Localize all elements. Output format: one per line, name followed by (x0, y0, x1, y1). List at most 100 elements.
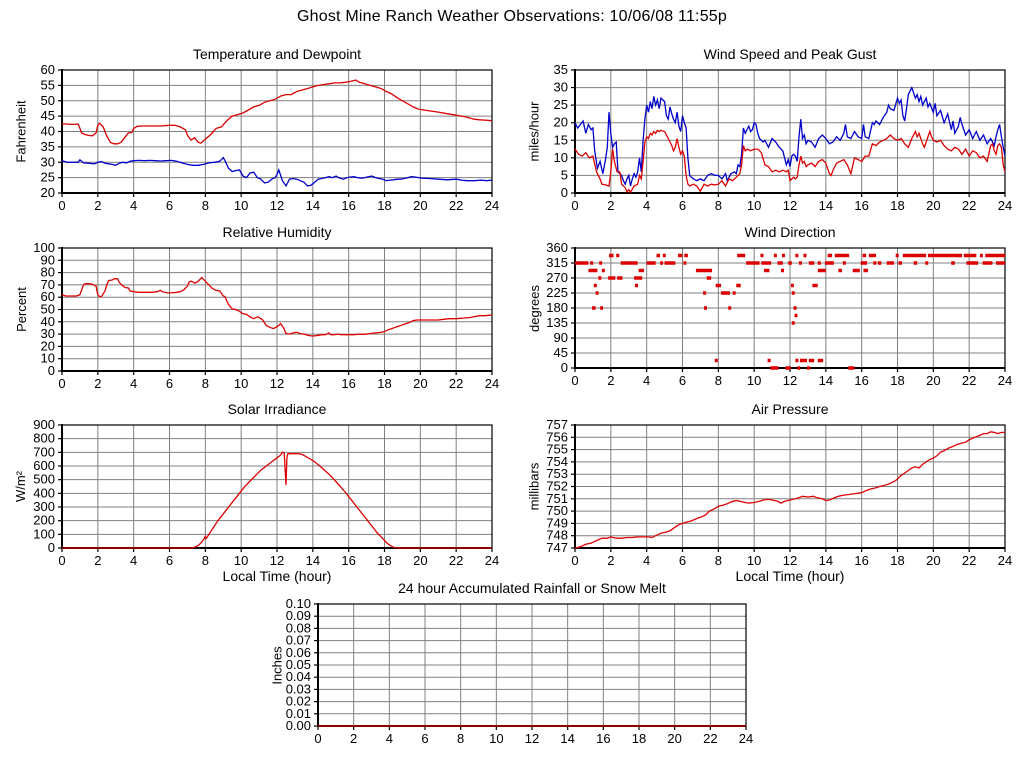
svg-text:18: 18 (377, 198, 391, 213)
svg-text:750: 750 (546, 503, 568, 518)
svg-text:18: 18 (890, 198, 904, 213)
svg-text:14: 14 (306, 198, 320, 213)
chart-title: Wind Speed and Peak Gust (703, 46, 877, 62)
svg-text:12: 12 (783, 198, 797, 213)
svg-text:0: 0 (58, 553, 65, 568)
svg-text:180: 180 (546, 300, 568, 315)
svg-text:70: 70 (41, 277, 55, 292)
svg-text:90: 90 (554, 330, 568, 345)
svg-text:18: 18 (632, 731, 646, 746)
chart-temperature-dewpoint: Temperature and Dewpoint Fahrenheit 20 25… (7, 44, 506, 233)
chart-relative-humidity: Relative Humidity Percent 0 10 20 30 40 50 60 7… (7, 222, 506, 411)
svg-text:900: 900 (33, 417, 55, 432)
svg-text:757: 757 (546, 417, 568, 432)
svg-text:10: 10 (234, 376, 248, 391)
chart-solar-irradiance: Solar Irradiance W/m² Local Time (hour) … (7, 399, 506, 588)
svg-text:10: 10 (747, 198, 761, 213)
svg-text:20: 20 (41, 185, 55, 200)
svg-text:22: 22 (962, 553, 976, 568)
chart-title: Solar Irradiance (227, 401, 327, 417)
svg-text:20: 20 (926, 373, 940, 388)
svg-text:749: 749 (546, 515, 568, 530)
svg-text:20: 20 (413, 198, 427, 213)
svg-text:748: 748 (546, 528, 568, 543)
svg-text:14: 14 (560, 731, 574, 746)
svg-text:8: 8 (202, 553, 209, 568)
svg-text:10: 10 (489, 731, 503, 746)
svg-text:100: 100 (33, 240, 55, 255)
svg-text:4: 4 (643, 373, 650, 388)
svg-text:4: 4 (643, 553, 650, 568)
svg-text:0: 0 (561, 360, 568, 375)
svg-text:45: 45 (41, 108, 55, 123)
svg-text:10: 10 (234, 553, 248, 568)
svg-text:0: 0 (571, 198, 578, 213)
svg-text:500: 500 (33, 472, 55, 487)
svg-text:2: 2 (607, 198, 614, 213)
svg-text:12: 12 (270, 553, 284, 568)
chart-wind-speed-gust: Wind Speed and Peak Gust miles/hour 0 5 10… (520, 44, 1019, 233)
svg-text:4: 4 (130, 376, 137, 391)
svg-text:20: 20 (413, 376, 427, 391)
svg-text:20: 20 (413, 553, 427, 568)
svg-text:22: 22 (449, 198, 463, 213)
svg-text:0.02: 0.02 (286, 694, 311, 709)
chart-air-pressure: Air Pressure millibars Local Time (hour)… (520, 399, 1019, 588)
svg-text:60: 60 (41, 289, 55, 304)
svg-text:10: 10 (747, 373, 761, 388)
svg-text:400: 400 (33, 485, 55, 500)
svg-text:6: 6 (421, 731, 428, 746)
svg-text:360: 360 (546, 240, 568, 255)
svg-text:0.06: 0.06 (286, 645, 311, 660)
svg-text:20: 20 (554, 115, 568, 130)
svg-text:20: 20 (926, 553, 940, 568)
svg-text:25: 25 (41, 170, 55, 185)
svg-text:22: 22 (962, 373, 976, 388)
svg-text:55: 55 (41, 77, 55, 92)
svg-text:0.08: 0.08 (286, 620, 311, 635)
svg-text:15: 15 (554, 132, 568, 147)
svg-text:22: 22 (449, 553, 463, 568)
svg-text:315: 315 (546, 255, 568, 270)
svg-text:8: 8 (715, 198, 722, 213)
svg-text:0.03: 0.03 (286, 681, 311, 696)
svg-text:6: 6 (166, 553, 173, 568)
svg-text:2: 2 (94, 376, 101, 391)
svg-text:16: 16 (854, 553, 868, 568)
svg-text:0.05: 0.05 (286, 657, 311, 672)
svg-text:0.10: 0.10 (286, 596, 311, 611)
svg-text:16: 16 (854, 198, 868, 213)
chart-title: 24 hour Accumulated Rainfall or Snow Mel… (398, 580, 666, 596)
svg-text:40: 40 (41, 314, 55, 329)
svg-text:35: 35 (554, 62, 568, 77)
svg-text:751: 751 (546, 491, 568, 506)
svg-text:6: 6 (166, 198, 173, 213)
svg-text:0.04: 0.04 (286, 669, 311, 684)
svg-text:135: 135 (546, 315, 568, 330)
svg-text:50: 50 (41, 93, 55, 108)
svg-text:300: 300 (33, 499, 55, 514)
svg-text:30: 30 (41, 326, 55, 341)
svg-text:10: 10 (554, 150, 568, 165)
svg-text:756: 756 (546, 429, 568, 444)
svg-text:10: 10 (747, 553, 761, 568)
svg-text:16: 16 (341, 376, 355, 391)
page-title: Ghost Mine Ranch Weather Observations: 1… (296, 8, 727, 25)
svg-text:14: 14 (819, 553, 833, 568)
svg-text:0.01: 0.01 (286, 706, 311, 721)
svg-text:24: 24 (998, 553, 1012, 568)
svg-text:18: 18 (377, 553, 391, 568)
svg-text:20: 20 (667, 731, 681, 746)
svg-text:22: 22 (703, 731, 717, 746)
svg-text:12: 12 (270, 376, 284, 391)
svg-text:24: 24 (485, 198, 499, 213)
svg-text:2: 2 (607, 553, 614, 568)
svg-text:35: 35 (41, 139, 55, 154)
svg-text:0: 0 (571, 553, 578, 568)
svg-text:4: 4 (643, 198, 650, 213)
svg-text:45: 45 (554, 345, 568, 360)
svg-text:0: 0 (561, 185, 568, 200)
svg-text:16: 16 (596, 731, 610, 746)
svg-text:16: 16 (854, 373, 868, 388)
svg-text:18: 18 (890, 373, 904, 388)
